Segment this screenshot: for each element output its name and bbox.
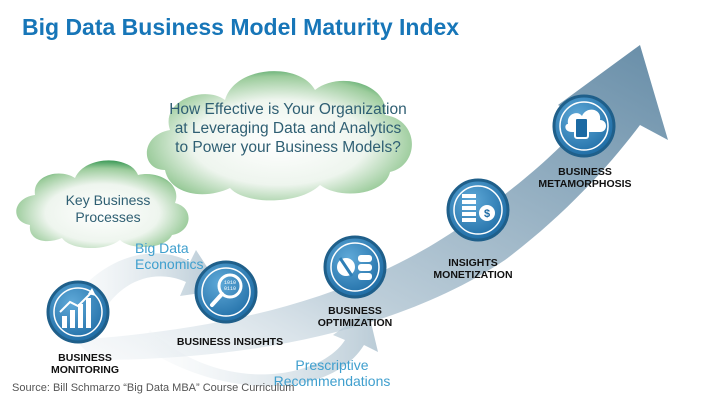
stage-label-metamorphosis: BUSINESS METAMORPHOSIS [538,166,632,190]
svg-text:1010: 1010 [224,280,236,286]
page-title: Big Data Business Model Maturity Index [22,14,460,40]
process-flow-icon [323,235,387,299]
cloud-tablet-icon [552,94,616,158]
cloud-processes-text: Key Business Processes [65,192,151,225]
stage-label-monetization: INSIGHTS MONETIZATION [433,257,513,281]
svg-text:$: $ [484,208,490,220]
question-cloud [146,71,412,201]
bar-chart-icon [46,280,110,344]
stage-label-optimization: BUSINESS OPTIMIZATION [317,305,393,329]
coin-stack-icon: $ [446,178,510,242]
magnifier-icon: 1010 0110 [194,260,258,324]
processes-cloud [16,160,189,249]
svg-text:0110: 0110 [224,286,236,292]
source-citation: Source: Bill Schmarzo “Big Data MBA” Cou… [12,382,295,394]
main-maturity-arrow [75,45,668,360]
prescriptive-recommendations-label: Prescriptive Recommendations [273,357,391,389]
big-data-economics-label: Big Data Economics [135,240,204,272]
stage-label-insights: BUSINESS INSIGHTS [176,336,284,348]
prescriptive-arrow [140,310,378,387]
cloud-question-text: How Effective is Your Organization at Le… [169,101,407,156]
stage-label-monitoring: BUSINESS MONITORING [50,352,120,376]
